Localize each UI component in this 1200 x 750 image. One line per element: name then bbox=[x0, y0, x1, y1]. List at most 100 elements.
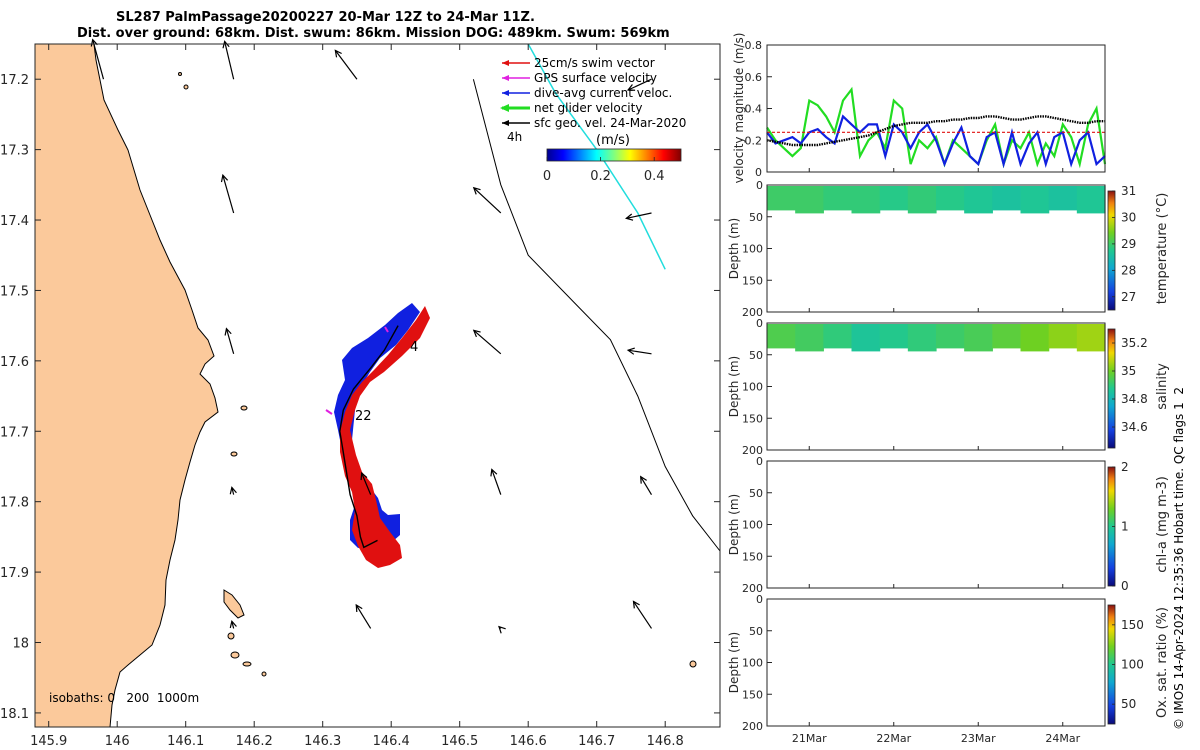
depth-y-tick-label: 0 bbox=[756, 593, 763, 606]
velocity-y-tick-label: 0 bbox=[755, 166, 762, 179]
heatmap-cell bbox=[823, 324, 853, 349]
geo-vector-head bbox=[360, 471, 368, 481]
geo-vector-shaft bbox=[491, 469, 502, 495]
depth-y-tick-label: 150 bbox=[742, 412, 763, 425]
velocity-series bbox=[766, 86, 1107, 169]
time-tick-label: 24Mar bbox=[1045, 732, 1080, 745]
depth-panel: 0 50 100 150 200 Depth (m) 0 1 2 chl-a (mg m-3) bbox=[727, 455, 1170, 595]
geo-vector-arrow bbox=[220, 173, 235, 214]
geo-vector-shaft bbox=[222, 175, 235, 214]
depth-ylabel: Depth (m) bbox=[727, 218, 741, 279]
heatmap-cell bbox=[1048, 186, 1078, 211]
legend-swim-arrow bbox=[502, 60, 509, 66]
geo-vector-arrow bbox=[626, 78, 652, 91]
velocity-panel: 0 0.2 0.4 0.6 0.8 velocity magnitude (m/s) bbox=[732, 33, 1107, 183]
velocity-series-line bbox=[766, 86, 1107, 169]
island bbox=[240, 405, 248, 411]
heatmap-cell bbox=[992, 324, 1022, 349]
heatmap-cell bbox=[1076, 186, 1106, 214]
map-x-tick-label: 146.8 bbox=[647, 734, 684, 749]
geo-vector-arrow bbox=[472, 186, 502, 214]
map-x-tick-label: 146.3 bbox=[304, 734, 341, 749]
legend-net-label: net glider velocity bbox=[534, 101, 642, 115]
map-y-tick-label: 17.2 bbox=[0, 73, 29, 88]
velocity-plot-area bbox=[767, 45, 1105, 172]
depth-y-tick-label: 50 bbox=[749, 487, 763, 500]
colorbar-tick-label: 34.6 bbox=[1121, 420, 1148, 434]
depth-ylabel: Depth (m) bbox=[727, 356, 741, 417]
map-x-tick-label: 146.2 bbox=[236, 734, 273, 749]
legend-geo-label: sfc geo. vel. 24-Mar-2020 bbox=[534, 116, 686, 130]
geo-vector-arrow bbox=[355, 603, 372, 629]
geo-vector-head bbox=[224, 327, 232, 336]
swim-vector-swath bbox=[340, 306, 430, 568]
colorbar-tick-label: 34.8 bbox=[1121, 392, 1148, 406]
map-legend: 25cm/s swim vector GPS surface velocity … bbox=[500, 56, 686, 148]
geo-vector-arrow bbox=[625, 212, 652, 221]
isobaths-label: isobaths: 0 200 1000m bbox=[49, 691, 199, 705]
velocity-y-tick-label: 0.8 bbox=[745, 39, 763, 52]
geo-vector-shaft bbox=[355, 604, 372, 629]
velocity-y-tick-label: 0.2 bbox=[745, 134, 763, 147]
map-title-line1: SL287 PalmPassage20200227 20-Mar 12Z to … bbox=[116, 10, 535, 25]
heatmap-cell bbox=[879, 186, 909, 211]
depth-panel: 0 50 100 150 200 Depth (m) 34.6 34.8 35 35.2 salin… bbox=[727, 317, 1170, 457]
glider-track bbox=[339, 325, 399, 549]
depth-y-tick-label: 200 bbox=[742, 306, 763, 319]
heatmap-cell bbox=[767, 324, 796, 349]
geo-vector-shaft bbox=[224, 41, 235, 80]
map-y-tick-label: 18 bbox=[12, 637, 29, 652]
colorbar-tick-label: 1 bbox=[1121, 520, 1129, 534]
velocity-y-tick-label: 0.6 bbox=[745, 71, 763, 84]
geo-vector-shaft bbox=[633, 601, 652, 629]
coastline-land bbox=[34, 43, 219, 728]
geo-vector-arrow bbox=[229, 486, 237, 495]
geo-vector-shaft bbox=[473, 187, 502, 214]
depth-y-tick-label: 200 bbox=[742, 444, 763, 457]
colorbar-tick-label: 28 bbox=[1121, 263, 1136, 277]
island bbox=[183, 84, 189, 90]
depth-y-tick-label: 100 bbox=[742, 243, 763, 256]
island bbox=[227, 632, 235, 640]
map-x-tick-label: 146.1 bbox=[167, 734, 204, 749]
map-x-tick-label: 146.5 bbox=[441, 734, 478, 749]
colorbar-tick-label: 0 bbox=[1121, 579, 1129, 593]
geo-vector-shaft bbox=[334, 50, 358, 80]
track-label-22: 22 bbox=[355, 409, 372, 424]
depth-y-tick-label: 0 bbox=[756, 317, 763, 330]
geo-vector-head bbox=[625, 213, 634, 221]
map-x-tick-label: 146 bbox=[105, 734, 130, 749]
geo-vector-shaft bbox=[628, 349, 652, 355]
heatmap-cell bbox=[795, 186, 824, 214]
geo-vector-arrow bbox=[498, 625, 506, 634]
map-y-tick-label: 18.1 bbox=[0, 707, 29, 722]
map-x-tick-label: 145.9 bbox=[30, 734, 67, 749]
heatmap-cell bbox=[936, 186, 965, 211]
colorbar-tick-label: 2 bbox=[1121, 460, 1129, 474]
geo-vector-shaft bbox=[473, 329, 502, 355]
depth-ylabel: Depth (m) bbox=[727, 494, 741, 555]
speed-colorbar-ticks: 0 0.2 0.4 bbox=[543, 157, 665, 184]
imos-credit: © IMOS 14-Apr-2024 12:35:36 Hobart time.… bbox=[1172, 387, 1186, 730]
geo-vector-shaft bbox=[225, 328, 235, 354]
geo-vector-shaft bbox=[92, 39, 105, 80]
island bbox=[178, 72, 182, 76]
geo-vector-arrow bbox=[229, 619, 237, 629]
geo-velocity-vectors bbox=[90, 38, 653, 634]
legend-swim-label: 25cm/s swim vector bbox=[534, 56, 655, 70]
depth-y-tick-label: 150 bbox=[742, 550, 763, 563]
island bbox=[230, 651, 240, 659]
glider-swath bbox=[325, 303, 430, 568]
depth-panel: 0 50 100 150 200 Depth (m) 27 28 29 30 31 temperatu… bbox=[727, 179, 1170, 319]
legend-gps-label: GPS surface velocity bbox=[534, 71, 657, 85]
heatmap-cell bbox=[851, 324, 881, 352]
depth-ylabel: Depth (m) bbox=[727, 632, 741, 693]
geo-vector-head bbox=[626, 84, 636, 91]
heatmap-cell bbox=[936, 324, 965, 349]
colorbar-tick-label: 100 bbox=[1121, 658, 1144, 672]
map-y-tick-label: 17.3 bbox=[0, 144, 29, 159]
colorbar-tick-label: 50 bbox=[1121, 697, 1136, 711]
geo-vector-arrow bbox=[490, 468, 502, 495]
